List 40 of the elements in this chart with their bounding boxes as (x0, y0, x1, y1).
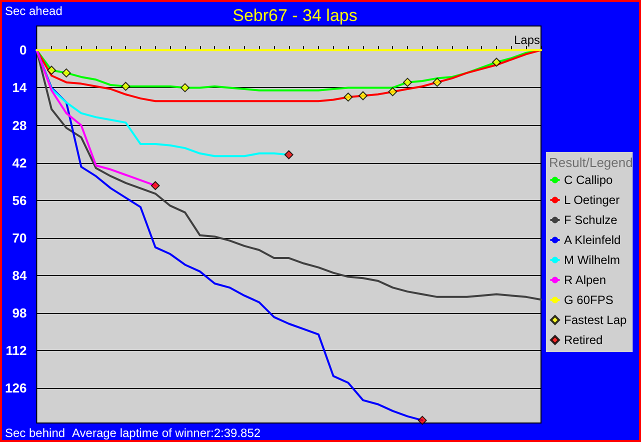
y-tick-label: 126 (4, 380, 27, 396)
legend-label: C Callipo (564, 173, 614, 187)
y-axis-title: Sec ahead (5, 4, 62, 18)
point (418, 416, 427, 425)
y-tick-label: 0 (19, 42, 27, 58)
legend-label: L Oetinger (564, 193, 620, 207)
x-axis-title: Laps (514, 33, 540, 48)
legend-label: Retired (564, 333, 603, 347)
y-tick-label: 84 (12, 268, 28, 283)
legend-label: F Schulze (564, 213, 618, 227)
y-tick-label: 56 (12, 192, 27, 208)
legend-label: G 60FPS (564, 293, 614, 307)
line-series (36, 49, 542, 102)
point (62, 68, 71, 78)
point (121, 82, 130, 91)
y-tick-label: 28 (12, 118, 27, 133)
y-tick-label: 112 (6, 343, 27, 358)
y-tick-label: 42 (12, 155, 27, 170)
legend-label: Fastest Lap (564, 313, 628, 327)
legend-label: R Alpen (564, 273, 606, 287)
chart-title: Sebr67 - 34 laps (232, 6, 358, 25)
point (47, 66, 56, 75)
line-series (36, 49, 542, 301)
point (150, 181, 160, 190)
point (388, 87, 398, 96)
legend-label: A Kleinfeld (564, 233, 621, 247)
y-tick-label: 98 (12, 306, 27, 321)
point (284, 150, 294, 160)
point (403, 78, 412, 87)
legend-title: Result/Legend (549, 155, 633, 170)
y-tick-label: 70 (12, 230, 27, 246)
point (358, 91, 368, 100)
text: Sec behind (5, 426, 66, 440)
point (180, 83, 190, 92)
text: Average laptime of winner:2:39.852 (72, 426, 261, 440)
point (432, 78, 442, 87)
point (492, 58, 501, 67)
point (344, 92, 353, 102)
y-tick-label: 14 (12, 80, 28, 96)
legend-label: M Wilhelm (564, 253, 620, 267)
